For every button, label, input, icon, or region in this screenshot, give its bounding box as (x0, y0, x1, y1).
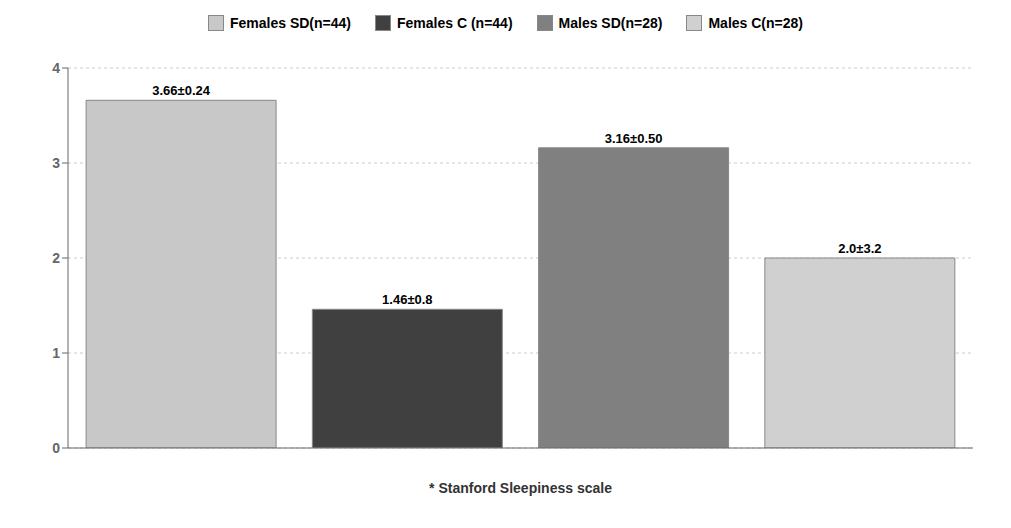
svg-text:2: 2 (52, 250, 60, 266)
svg-text:* Stanford Sleepiness scale: * Stanford Sleepiness scale (429, 480, 612, 496)
html-text:Males SD(n=28): Males SD(n=28) (558, 15, 663, 31)
html-text:Males C(n=28): Males C(n=28) (708, 15, 803, 31)
html-text:Females SD(n=44): Females SD(n=44) (230, 15, 351, 31)
svg-text:1: 1 (52, 345, 60, 361)
svg-text:0: 0 (52, 440, 60, 456)
svg-text:3.16±0.50: 3.16±0.50 (605, 131, 663, 146)
html-text:Females C (n=44): Females C (n=44) (397, 15, 513, 31)
svg-text:4: 4 (52, 60, 60, 76)
svg-text:3: 3 (52, 155, 60, 171)
svg-text:2.0±3.2: 2.0±3.2 (838, 241, 881, 256)
svg-text:3.66±0.24: 3.66±0.24 (152, 83, 211, 98)
svg-text:1.46±0.8: 1.46±0.8 (382, 292, 433, 307)
